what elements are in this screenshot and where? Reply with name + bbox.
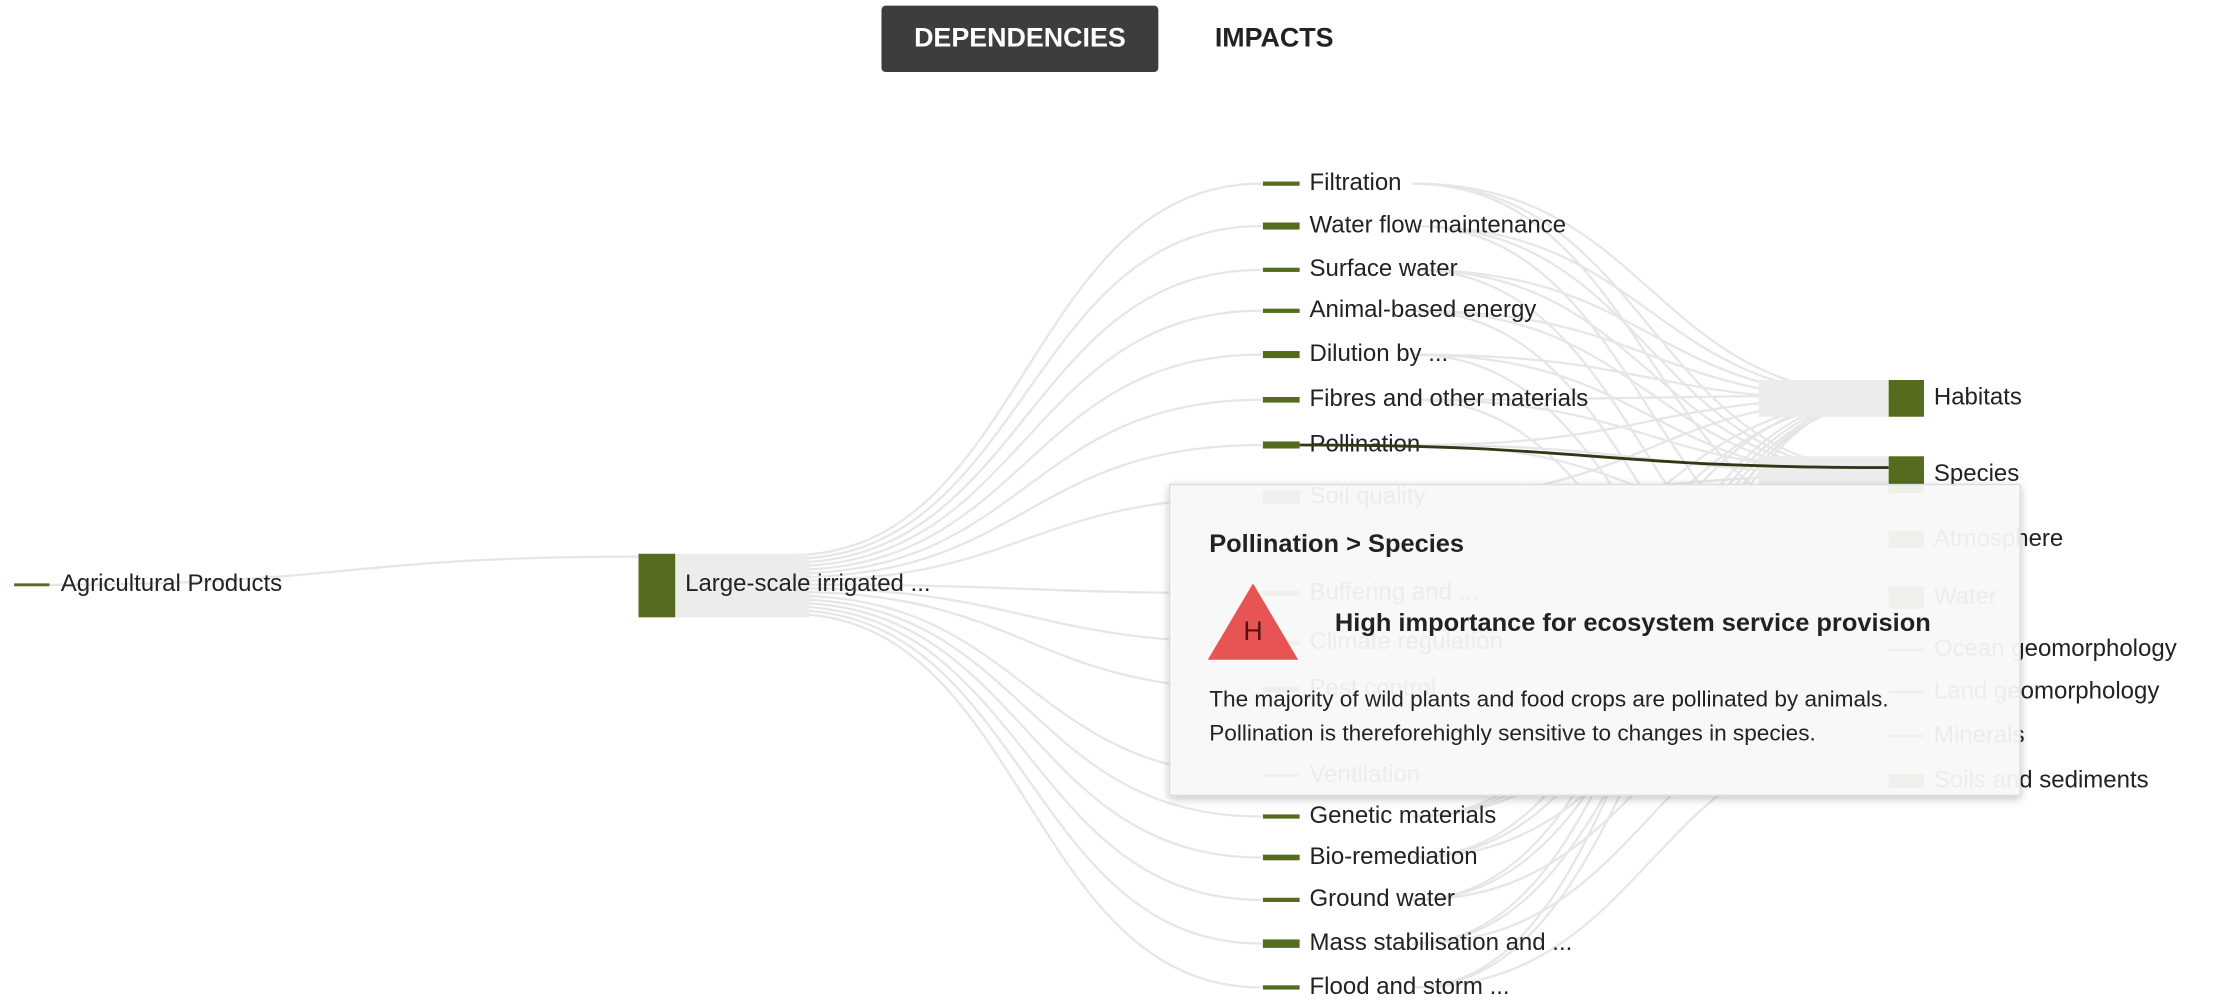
service-label: Bio-remediation: [1310, 843, 1478, 870]
link: [791, 612, 1262, 989]
process-label: Large-scale irrigated ...: [685, 570, 930, 597]
tooltip-body: The majority of wild plants and food cro…: [1209, 687, 1888, 712]
source-label: Agricultural Products: [61, 570, 282, 597]
service-label: Genetic materials: [1310, 802, 1497, 829]
service-label: Ground water: [1310, 885, 1455, 912]
service-node: [1262, 897, 1300, 902]
service-node: [1262, 308, 1300, 313]
link: [791, 309, 1262, 568]
tooltip-title: Pollination > Species: [1209, 530, 1464, 558]
tooltip-body: Pollination is thereforehighly sensitive…: [1209, 721, 1816, 746]
link: [791, 268, 1262, 564]
link: [49, 555, 639, 586]
service-label: Mass stabilisation and ...: [1310, 929, 1573, 956]
service-label: Surface water: [1310, 255, 1458, 282]
service-node: [1262, 814, 1300, 819]
service-node: [1262, 267, 1300, 272]
service-label: Fibres and other materials: [1310, 385, 1589, 412]
link: [791, 398, 1262, 575]
link: [1412, 182, 1889, 473]
asset-label: Species: [1934, 460, 2019, 487]
link: [791, 609, 1262, 945]
service-label: Dilution by ...: [1310, 340, 1449, 367]
process-band: [675, 553, 810, 618]
service-label: Filtration: [1310, 169, 1402, 196]
service-node: [1262, 854, 1300, 861]
tooltip-heading: High importance for ecosystem service pr…: [1335, 609, 1931, 637]
service-node: [1262, 396, 1300, 403]
service-node: [1262, 222, 1300, 230]
link: [791, 598, 1262, 818]
tab-active[interactable]: [881, 5, 1159, 73]
service-node: [1262, 441, 1300, 449]
highlight-link: [1299, 443, 1889, 470]
link: [791, 601, 1262, 859]
asset-band: [1758, 380, 1889, 417]
service-label: Animal-based energy: [1310, 296, 1537, 323]
badge-letter: H: [1243, 616, 1262, 646]
service-label: Flood and storm ...: [1310, 973, 1510, 1000]
service-node: [1262, 939, 1300, 948]
link: [791, 605, 1262, 901]
service-node: [1262, 351, 1300, 359]
service-node: [1262, 181, 1300, 186]
tooltip: Pollination > Species H High importance fo…: [1168, 483, 2021, 797]
tab-label[interactable]: DEPENDENCIES: [914, 23, 1126, 53]
link: [791, 224, 1262, 560]
service-label: Water flow maintenance: [1310, 211, 1567, 238]
link: [791, 443, 1262, 579]
link: [791, 182, 1262, 557]
asset-label: Habitats: [1934, 384, 2022, 411]
tooltip-box: [1168, 483, 2021, 797]
tab-label[interactable]: IMPACTS: [1215, 23, 1334, 53]
asset-node: [1888, 380, 1924, 417]
badge-triangle: [1207, 583, 1299, 660]
service-node: [1262, 985, 1300, 990]
link: [791, 353, 1262, 571]
process-node: [638, 553, 676, 618]
